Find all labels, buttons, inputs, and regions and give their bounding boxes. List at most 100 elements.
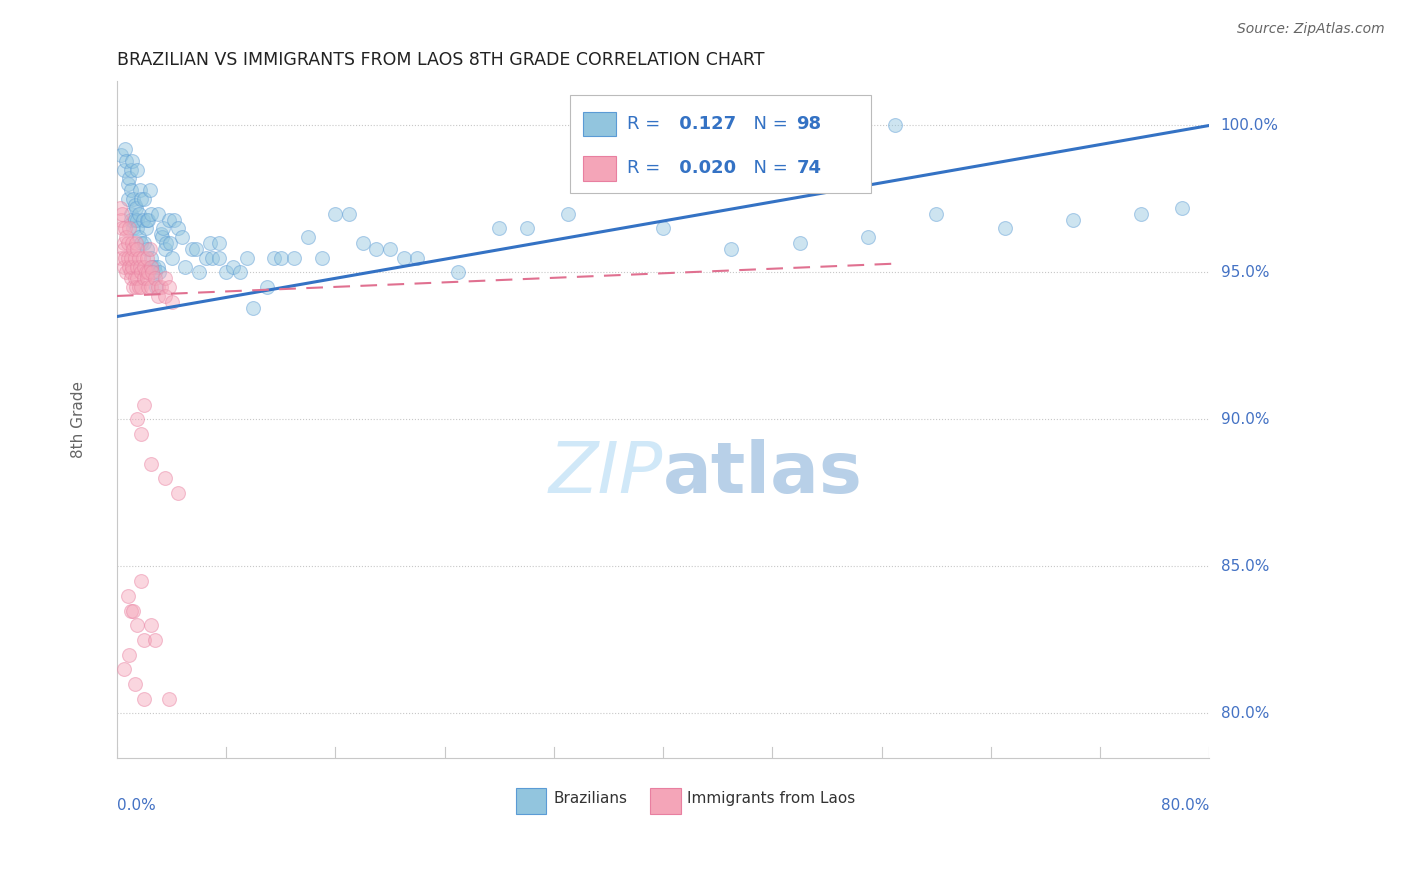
Text: 98: 98 xyxy=(796,115,821,133)
Point xyxy=(129,183,152,197)
Point xyxy=(134,260,156,274)
Point xyxy=(134,271,156,285)
Point xyxy=(153,271,176,285)
Point xyxy=(114,142,136,156)
Text: N =: N = xyxy=(742,160,793,178)
Point xyxy=(174,260,197,274)
Point xyxy=(114,251,136,265)
Text: 80.0%: 80.0% xyxy=(1161,798,1209,814)
Point xyxy=(149,280,172,294)
Point xyxy=(125,280,148,294)
Point xyxy=(138,183,160,197)
Point xyxy=(127,162,149,177)
Point xyxy=(146,289,169,303)
Point xyxy=(122,242,145,256)
Text: 0.127: 0.127 xyxy=(673,115,737,133)
Point xyxy=(143,271,166,285)
Point xyxy=(110,212,132,227)
Point xyxy=(111,221,134,235)
Point xyxy=(122,280,145,294)
Point xyxy=(884,119,907,133)
Point xyxy=(146,280,169,294)
Point xyxy=(325,207,347,221)
Point xyxy=(118,260,141,274)
Point xyxy=(516,221,538,235)
Point xyxy=(150,230,173,244)
Point xyxy=(406,251,429,265)
Point xyxy=(488,221,510,235)
FancyBboxPatch shape xyxy=(650,788,681,814)
Point xyxy=(1062,212,1084,227)
Point xyxy=(145,280,167,294)
Point xyxy=(167,221,190,235)
Point xyxy=(127,260,149,274)
Text: 8th Grade: 8th Grade xyxy=(72,381,86,458)
Point xyxy=(125,235,148,250)
Point xyxy=(242,301,264,315)
Point xyxy=(263,251,285,265)
Text: 90.0%: 90.0% xyxy=(1220,412,1270,427)
Point xyxy=(215,265,238,279)
Text: 0.0%: 0.0% xyxy=(117,798,156,814)
Point xyxy=(117,589,139,603)
Point xyxy=(143,265,166,279)
Text: ZIP: ZIP xyxy=(548,439,664,508)
FancyBboxPatch shape xyxy=(516,788,547,814)
Point xyxy=(120,162,142,177)
Text: Brazilians: Brazilians xyxy=(554,790,628,805)
Text: 100.0%: 100.0% xyxy=(1220,118,1278,133)
Point xyxy=(172,230,194,244)
Point xyxy=(117,192,139,206)
Point xyxy=(131,235,153,250)
Point xyxy=(131,192,153,206)
Point xyxy=(114,221,136,235)
Point xyxy=(131,574,153,589)
Point xyxy=(128,207,150,221)
Point xyxy=(120,212,142,227)
Point xyxy=(208,251,231,265)
Point xyxy=(117,235,139,250)
Point xyxy=(127,271,149,285)
Point xyxy=(127,618,149,632)
Point xyxy=(115,153,138,168)
Point xyxy=(270,251,292,265)
Point xyxy=(122,192,145,206)
Point xyxy=(139,260,162,274)
Point xyxy=(160,251,183,265)
Text: R =: R = xyxy=(627,160,666,178)
Point xyxy=(159,235,181,250)
Point xyxy=(557,207,579,221)
Point xyxy=(447,265,470,279)
Point xyxy=(229,265,252,279)
Point xyxy=(789,235,811,250)
Point xyxy=(127,212,149,227)
Point xyxy=(153,242,176,256)
Point xyxy=(208,235,231,250)
Text: 80.0%: 80.0% xyxy=(1220,706,1268,721)
Point xyxy=(146,260,169,274)
Text: BRAZILIAN VS IMMIGRANTS FROM LAOS 8TH GRADE CORRELATION CHART: BRAZILIAN VS IMMIGRANTS FROM LAOS 8TH GR… xyxy=(117,51,765,69)
Point xyxy=(138,242,160,256)
Point xyxy=(112,162,135,177)
Text: 95.0%: 95.0% xyxy=(1220,265,1270,280)
Point xyxy=(337,207,360,221)
Point xyxy=(148,265,170,279)
Point xyxy=(256,280,278,294)
Point xyxy=(141,260,163,274)
Point xyxy=(124,212,146,227)
Text: Source: ZipAtlas.com: Source: ZipAtlas.com xyxy=(1237,22,1385,37)
Point xyxy=(136,265,159,279)
Point xyxy=(201,251,224,265)
Point xyxy=(720,242,742,256)
Point xyxy=(146,207,169,221)
Point xyxy=(132,251,155,265)
Point xyxy=(153,471,176,485)
Point xyxy=(121,260,143,274)
Point xyxy=(115,230,138,244)
Point xyxy=(118,648,141,662)
Point xyxy=(157,212,180,227)
Point xyxy=(198,235,221,250)
Point xyxy=(112,235,135,250)
Point xyxy=(135,212,157,227)
Point xyxy=(134,235,156,250)
